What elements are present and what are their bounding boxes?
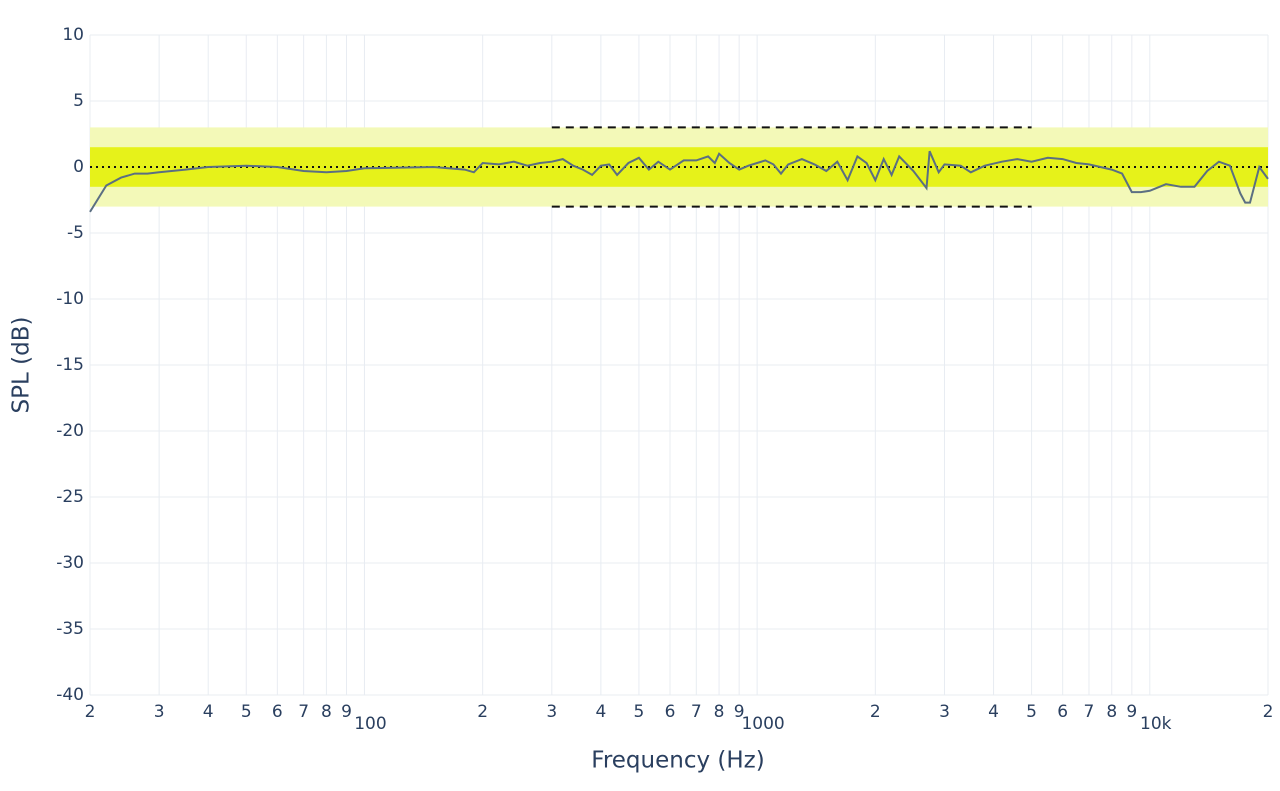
x-tick-label: 5: [241, 702, 252, 722]
x-tick-label: 9: [341, 702, 352, 722]
x-tick-label: 6: [665, 702, 676, 722]
x-tick-label: 8: [1106, 702, 1117, 722]
y-tick-label: -40: [56, 685, 84, 705]
x-tick-label: 5: [634, 702, 645, 722]
x-tick-label: 3: [154, 702, 165, 722]
y-tick-label: 0: [73, 157, 84, 177]
y-tick-label: -30: [56, 553, 84, 573]
x-tick-label: 1000: [741, 714, 784, 734]
y-tick-label: 10: [62, 25, 84, 45]
x-tick-label: 7: [298, 702, 309, 722]
x-tick-label: 3: [546, 702, 557, 722]
x-tick-label: 4: [988, 702, 999, 722]
y-tick-label: 5: [73, 91, 84, 111]
x-tick-label: 3: [939, 702, 950, 722]
x-tick-label: 5: [1026, 702, 1037, 722]
y-tick-label: -20: [56, 421, 84, 441]
x-tick-label: 6: [1057, 702, 1068, 722]
x-axis-title: Frequency (Hz): [591, 748, 764, 774]
x-tick-label: 9: [1126, 702, 1137, 722]
y-tick-label: -5: [67, 223, 84, 243]
x-tick-label: 4: [595, 702, 606, 722]
y-tick-label: -25: [56, 487, 84, 507]
y-tick-label: -35: [56, 619, 84, 639]
x-tick-label: 8: [714, 702, 725, 722]
x-tick-label: 100: [354, 714, 386, 734]
x-tick-label: 7: [691, 702, 702, 722]
x-tick-label: 6: [272, 702, 283, 722]
y-axis-title: SPL (dB): [9, 317, 35, 414]
x-tick-label: 2: [85, 702, 96, 722]
x-tick-label: 2: [477, 702, 488, 722]
x-tick-label: 10k: [1140, 714, 1172, 734]
x-tick-label: 9: [734, 702, 745, 722]
response-line: [89, 150, 1269, 213]
x-tick-label: 7: [1084, 702, 1095, 722]
x-tick-label: 8: [321, 702, 332, 722]
y-tick-label: -10: [56, 289, 84, 309]
y-tick-label: -15: [56, 355, 84, 375]
x-tick-label: 2: [870, 702, 881, 722]
x-tick-label: 4: [203, 702, 214, 722]
x-tick-label: 2: [1263, 702, 1274, 722]
